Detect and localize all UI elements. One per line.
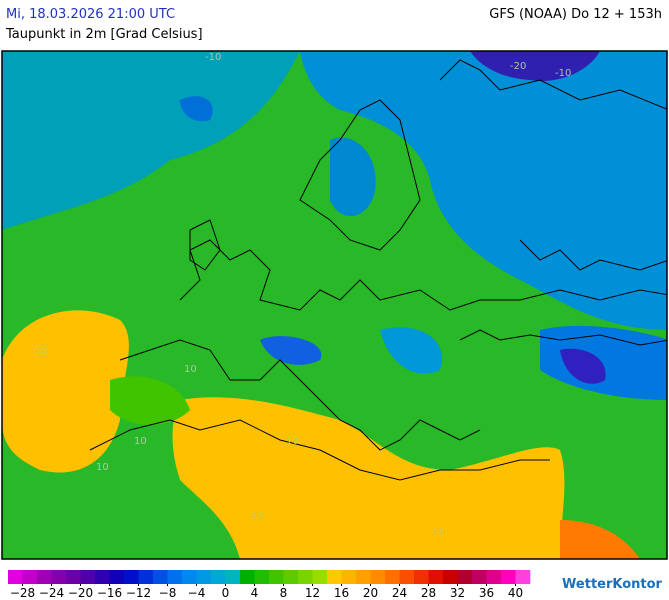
color-swatch <box>428 570 444 584</box>
color-swatch <box>356 570 371 584</box>
model: GFS (NOAA) Do 12 + 153h <box>489 7 662 22</box>
colorbar: −28 −24 −20 −16 −12 −8 −4 0 4 8 12 16 20 24 28 32 36 40 <box>8 570 531 600</box>
contour-label: 10 <box>134 436 147 447</box>
color-swatch <box>8 570 23 584</box>
tick-label: 4 <box>251 586 259 600</box>
parameter: Taupunkt in 2m [Grad Celsius] <box>5 27 203 42</box>
color-swatch <box>109 570 125 584</box>
tick-label: −12 <box>126 586 151 600</box>
color-swatch <box>457 570 473 584</box>
contour-label: -10 <box>555 68 571 79</box>
contour-label: 10 <box>252 512 265 523</box>
color-swatch <box>399 570 415 584</box>
color-swatch <box>196 570 212 584</box>
color-swatch <box>124 570 139 584</box>
color-swatch <box>269 570 284 584</box>
tick-label: 8 <box>280 586 288 600</box>
color-swatch <box>501 570 516 584</box>
tick-label: 40 <box>508 586 523 600</box>
tick-label: −16 <box>97 586 122 600</box>
logo: WetterKontor <box>562 577 663 592</box>
color-swatch <box>472 570 487 584</box>
tick-label: −4 <box>188 586 206 600</box>
contour-label: -10 <box>205 52 221 63</box>
color-swatch <box>385 570 400 584</box>
tick-label: 36 <box>479 586 494 600</box>
color-swatch <box>254 570 270 584</box>
tick-label: 24 <box>392 586 407 600</box>
color-swatch <box>486 570 502 584</box>
color-swatch <box>66 570 81 584</box>
color-swatch <box>240 570 255 584</box>
tick-label: 32 <box>450 586 465 600</box>
tick-label: −8 <box>159 586 177 600</box>
color-swatch <box>22 570 38 584</box>
color-swatch <box>283 570 299 584</box>
color-swatch <box>51 570 67 584</box>
color-swatch <box>153 570 168 584</box>
color-swatch <box>167 570 183 584</box>
color-swatch <box>95 570 110 584</box>
map: -10 -20 -10 10 10 10 10 10 10 10 <box>2 51 667 559</box>
tick-label: 0 <box>222 586 230 600</box>
color-swatch <box>443 570 458 584</box>
contour-label: -20 <box>510 61 526 72</box>
color-swatch <box>80 570 96 584</box>
tick-label: −28 <box>10 586 35 600</box>
color-swatch <box>341 570 357 584</box>
color-swatch <box>182 570 197 584</box>
color-swatch <box>138 570 154 584</box>
color-swatch <box>414 570 429 584</box>
tick-label: 16 <box>334 586 349 600</box>
color-swatch <box>211 570 226 584</box>
datetime: Mi, 18.03.2026 21:00 UTC <box>6 7 175 22</box>
tick-label: −24 <box>39 586 64 600</box>
color-swatch <box>37 570 52 584</box>
tick-label: 12 <box>305 586 320 600</box>
color-swatch <box>298 570 313 584</box>
color-swatch <box>515 570 531 584</box>
contour-label: 10 <box>36 346 49 357</box>
color-swatch <box>370 570 386 584</box>
contour-label: 10 <box>432 528 445 539</box>
tick-label: −20 <box>68 586 93 600</box>
color-swatch <box>225 570 241 584</box>
coastlines <box>89 59 667 481</box>
color-swatch <box>312 570 328 584</box>
tick-label: 20 <box>363 586 378 600</box>
contour-label: 10 <box>184 364 197 375</box>
color-swatch <box>327 570 342 584</box>
map-frame <box>1 50 668 560</box>
contour-label: 10 <box>96 462 109 473</box>
tick-label: 28 <box>421 586 436 600</box>
contour-label: 10 <box>286 436 299 447</box>
